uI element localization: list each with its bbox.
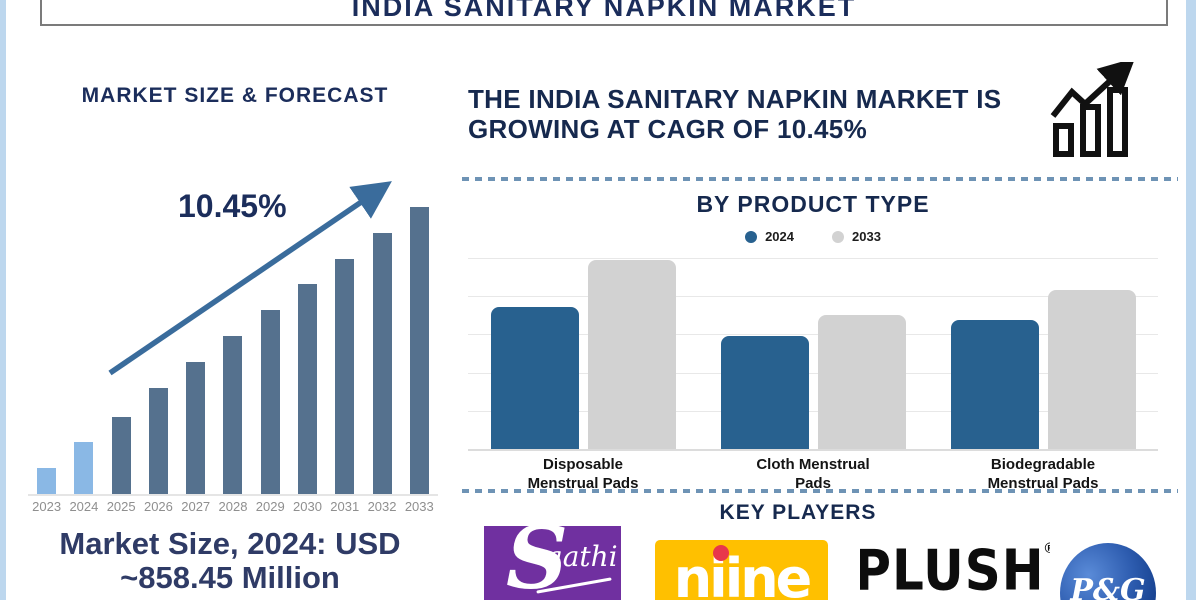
legend-label: 2024 [765,229,794,244]
legend-item-2024: 2024 [745,229,794,244]
year-label: 2025 [106,499,136,514]
year-label: 2028 [218,499,248,514]
forecast-bar-slot [28,204,65,494]
forecast-bar-slot [177,204,214,494]
product-bar-group [698,258,928,449]
gridline [468,296,1158,334]
year-label: 2032 [367,499,397,514]
year-label: 2033 [404,499,434,514]
market-size-line2: ~858.45 Million [120,560,340,596]
forecast-bar-2028 [223,336,243,494]
logo-plush: PLUSH ® [860,538,1050,600]
forecast-bar-2027 [186,362,206,494]
forecast-bar-slot [252,204,289,494]
right-edge-stripe [1186,0,1196,600]
product-bar-2033 [587,260,676,449]
product-chart-title: BY PRODUCT TYPE [696,191,930,217]
forecast-bar-2026 [148,388,168,494]
year-label: 2026 [143,499,173,514]
product-category-labels: Disposable Menstrual Pads Cloth Menstrual… [468,456,1158,494]
product-bars [468,258,1158,449]
year-label: 2029 [255,499,285,514]
market-size-line1: Market Size, 2024: USD [59,526,401,561]
title-banner: INDIA SANITARY NAPKIN MARKET [40,0,1168,26]
logo-saathi: S aathi [484,526,621,600]
product-bar-group [468,258,698,449]
left-edge-stripe [0,0,6,600]
year-label: 2023 [32,499,62,514]
forecast-bar-slot [103,204,140,494]
forecast-bar-2025 [111,417,131,494]
logo-niine: niine [655,540,828,600]
forecast-bar-slot [140,204,177,494]
dashed-divider-bottom [462,489,1178,493]
forecast-year-labels: 2023 2024 2025 2026 2027 2028 2029 2030 2031 2032… [28,499,438,514]
forecast-bar-slot [363,204,400,494]
year-label: 2031 [330,499,360,514]
forecast-bar-slot [326,204,363,494]
dashed-divider-top [462,177,1178,181]
forecast-bar-slot [401,204,438,494]
cagr-headline: THE INDIA SANITARY NAPKIN MARKET IS GROW… [468,84,1048,144]
product-bar-2024 [950,320,1039,449]
product-bar-2033 [1047,290,1136,449]
product-category-label: Disposable Menstrual Pads [527,456,639,492]
forecast-chart-title: MARKET SIZE & FORECAST [81,84,389,107]
pg-wordmark: P&G [1070,572,1146,600]
plush-registered-mark: ® [1045,540,1050,557]
legend-item-2033: 2033 [832,229,881,244]
year-label: 2030 [293,499,322,514]
plush-wordmark: PLUSH [860,538,1045,600]
forecast-bar-2031 [335,259,355,494]
forecast-bar-2029 [260,310,280,494]
key-players-title: KEY PLAYERS [719,501,877,524]
forecast-bar-2030 [297,284,317,494]
niine-wordmark: niine [673,546,813,600]
product-bar-2024 [720,336,809,449]
product-chart [468,258,1158,451]
logo-pg: P&G [1060,543,1156,600]
bar-chart-rising-arrow-icon [1050,62,1136,157]
gridline [468,372,1158,411]
forecast-bar-slot [65,204,102,494]
product-bar-2024 [490,307,579,449]
forecast-bar-2032 [372,233,392,494]
page-title: INDIA SANITARY NAPKIN MARKET [351,0,857,22]
forecast-bar-2023 [37,468,57,494]
gridline [468,258,1158,296]
forecast-bars [28,204,438,494]
forecast-chart: 10.45% [28,180,438,496]
market-size-note: Market Size, 2024: USD ~858.45 Million [10,526,450,596]
gridline [468,334,1158,372]
product-bar-2033 [817,315,906,449]
saathi-wordmark: aathi [546,540,618,573]
cagr-headline-line2: GROWING AT CAGR OF 10.45% [468,114,867,144]
legend-label: 2033 [852,229,881,244]
product-category-label: Biodegradable Menstrual Pads [987,456,1099,492]
year-label: 2027 [181,499,211,514]
forecast-bar-2033 [409,207,429,494]
forecast-bar-slot [214,204,251,494]
product-bar-group [928,258,1158,449]
cagr-annotation: 10.45% [178,188,287,224]
niine-red-dot [713,545,729,561]
product-chart-legend: 2024 2033 [468,229,1158,244]
cagr-headline-line1: THE INDIA SANITARY NAPKIN MARKET IS [468,84,1002,114]
product-category-label: Cloth Menstrual Pads [756,456,870,492]
gridlines [468,258,1158,449]
trend-arrow-icon [108,181,392,376]
legend-dot-icon [745,230,758,243]
year-label: 2024 [69,499,99,514]
legend-dot-icon [832,230,844,243]
forecast-bar-2024 [74,442,94,494]
forecast-bar-slot [289,204,326,494]
gridline [468,410,1158,449]
